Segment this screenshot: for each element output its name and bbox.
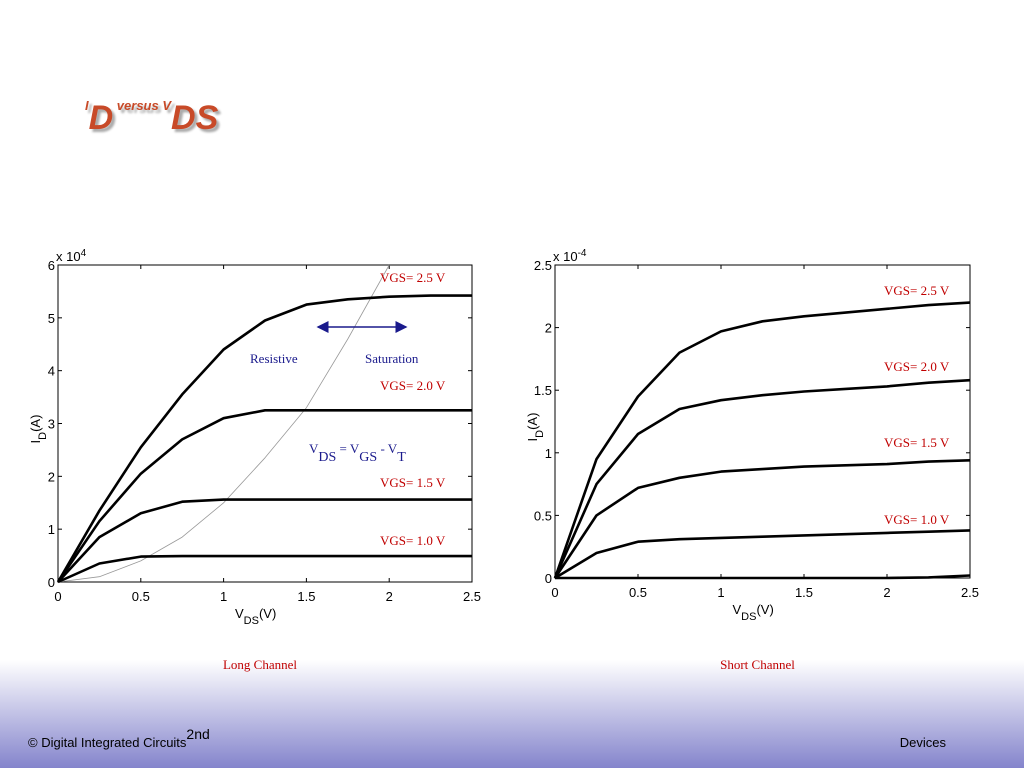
- text-part: © Digital Integrated Circuits: [28, 735, 187, 750]
- text-part: (V): [259, 606, 276, 621]
- curve: [555, 574, 971, 580]
- superscript: 2nd: [186, 726, 209, 742]
- curve-label: VGS= 2.0 V: [380, 378, 446, 393]
- y-tick-label: 1: [48, 522, 55, 537]
- x-tick-label: 0: [551, 585, 558, 600]
- curve: [57, 498, 472, 583]
- boundary-label: VDS = VGS - VT: [309, 441, 406, 465]
- y-tick-label: 0: [48, 575, 55, 590]
- y-tick-label: 2: [545, 321, 552, 336]
- x-tick-label: 1: [717, 585, 724, 600]
- subscript: GS: [359, 450, 377, 465]
- subscript: D: [89, 99, 114, 137]
- text-part: I: [28, 440, 43, 444]
- y-tick-label: 0: [545, 571, 552, 586]
- curve: [553, 301, 971, 579]
- curve-label: VGS= 2.5 V: [380, 270, 446, 285]
- curve-label: VGS= 1.0 V: [884, 512, 950, 527]
- x-tick-label: 2.5: [463, 589, 481, 604]
- subscript: DS: [171, 99, 219, 137]
- region-label: Saturation: [365, 351, 419, 366]
- text-part: (V): [756, 602, 773, 617]
- x-tick-label: 2.5: [961, 585, 979, 600]
- curve-label: VGS= 2.0 V: [884, 359, 950, 374]
- text-part: I: [85, 98, 89, 113]
- text-part: - V: [377, 441, 398, 456]
- y-axis-label: ID(A): [28, 415, 49, 444]
- x-tick-label: 1: [220, 589, 227, 604]
- curve-label: VGS= 1.5 V: [380, 475, 446, 490]
- x-tick-label: 1.5: [795, 585, 813, 600]
- text-part: (A): [28, 415, 43, 432]
- x-axis-label: VDS(V): [235, 606, 276, 627]
- x-tick-label: 2: [883, 585, 890, 600]
- subscript: D: [534, 430, 546, 438]
- text-part: V: [235, 606, 244, 621]
- curve: [57, 554, 472, 584]
- superscript: 4: [81, 248, 87, 259]
- x-axis-label: VDS(V): [733, 602, 774, 623]
- text-part: x 10: [56, 249, 81, 264]
- axis-multiplier: x 104: [56, 248, 87, 265]
- curve-label: VGS= 1.5 V: [884, 435, 950, 450]
- axis-multiplier: x 10-4: [553, 248, 587, 265]
- text-part: V: [309, 441, 319, 456]
- curve-label: VGS= 2.5 V: [884, 283, 950, 298]
- curve: [554, 529, 971, 580]
- y-tick-label: 1.5: [534, 383, 552, 398]
- y-tick-label: 1: [545, 446, 552, 461]
- y-tick-label: 4: [48, 364, 55, 379]
- y-axis-label: ID(A): [525, 413, 546, 442]
- y-tick-label: 5: [48, 311, 55, 326]
- subscript: T: [397, 450, 406, 465]
- boundary-curve: [57, 264, 390, 583]
- subscript: DS: [244, 615, 259, 627]
- chart-caption: Short Channel: [720, 657, 795, 672]
- y-tick-label: 3: [48, 417, 55, 432]
- x-tick-label: 1.5: [297, 589, 315, 604]
- curve: [56, 409, 472, 583]
- subscript: DS: [318, 450, 336, 465]
- curve: [56, 294, 472, 583]
- curve: [553, 459, 971, 579]
- x-tick-label: 0.5: [629, 585, 647, 600]
- curve-label: VGS= 1.0 V: [380, 533, 446, 548]
- slide-title: ID versus VDS: [85, 98, 219, 137]
- chart-caption: Long Channel: [223, 657, 297, 672]
- footer-right: Devices: [900, 735, 947, 750]
- superscript: -4: [578, 248, 587, 259]
- y-tick-label: 2: [48, 469, 55, 484]
- y-tick-label: 6: [48, 258, 55, 273]
- subscript: D: [37, 432, 49, 440]
- subscript: DS: [741, 611, 756, 623]
- x-tick-label: 2: [386, 589, 393, 604]
- region-label: Resistive: [250, 351, 298, 366]
- x-tick-label: 0.5: [132, 589, 150, 604]
- text-part: = V: [336, 441, 360, 456]
- y-tick-label: 0.5: [534, 508, 552, 523]
- text-part: x 10: [553, 249, 578, 264]
- text-part: I: [525, 438, 540, 442]
- curve: [553, 378, 971, 579]
- text-part: V: [733, 602, 742, 617]
- text-part: (A): [525, 413, 540, 430]
- footer-band: [0, 660, 1024, 768]
- text-part: versus V: [113, 98, 172, 113]
- x-tick-label: 0: [54, 589, 61, 604]
- footer-left: © Digital Integrated Circuits2nd: [28, 726, 210, 750]
- y-tick-label: 2.5: [534, 258, 552, 273]
